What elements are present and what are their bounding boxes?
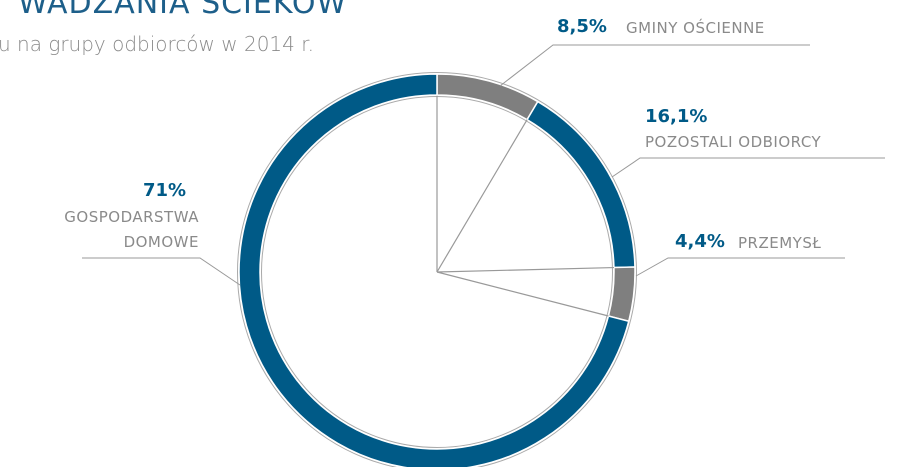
leader-line xyxy=(611,157,885,178)
category-label: GMINY OŚCIENNE xyxy=(626,19,765,37)
ring-outline xyxy=(237,72,637,467)
data-label: 71% xyxy=(143,180,187,201)
data-label: 4,4% xyxy=(675,231,725,252)
chart-subtitle: u na grupy odbiorców w 2014 r. xyxy=(0,32,314,56)
pie-segment xyxy=(526,100,636,269)
leader-line xyxy=(499,44,810,87)
divider xyxy=(436,271,609,317)
divider xyxy=(436,266,614,273)
leader-line xyxy=(82,257,241,286)
category-label: PRZEMYSŁ xyxy=(738,234,822,252)
divider xyxy=(436,119,528,273)
category-label: POZOSTALI ODBIORCY xyxy=(645,133,822,151)
category-label: GOSPODARSTWA DOMOWE xyxy=(64,208,199,251)
data-label: 8,5% xyxy=(557,16,607,37)
leader-line xyxy=(635,257,845,277)
chart-title: WADZANIA ŚCIEKÓW xyxy=(18,0,348,21)
data-label: 16,1% xyxy=(645,106,708,127)
pie-segment xyxy=(238,73,630,467)
